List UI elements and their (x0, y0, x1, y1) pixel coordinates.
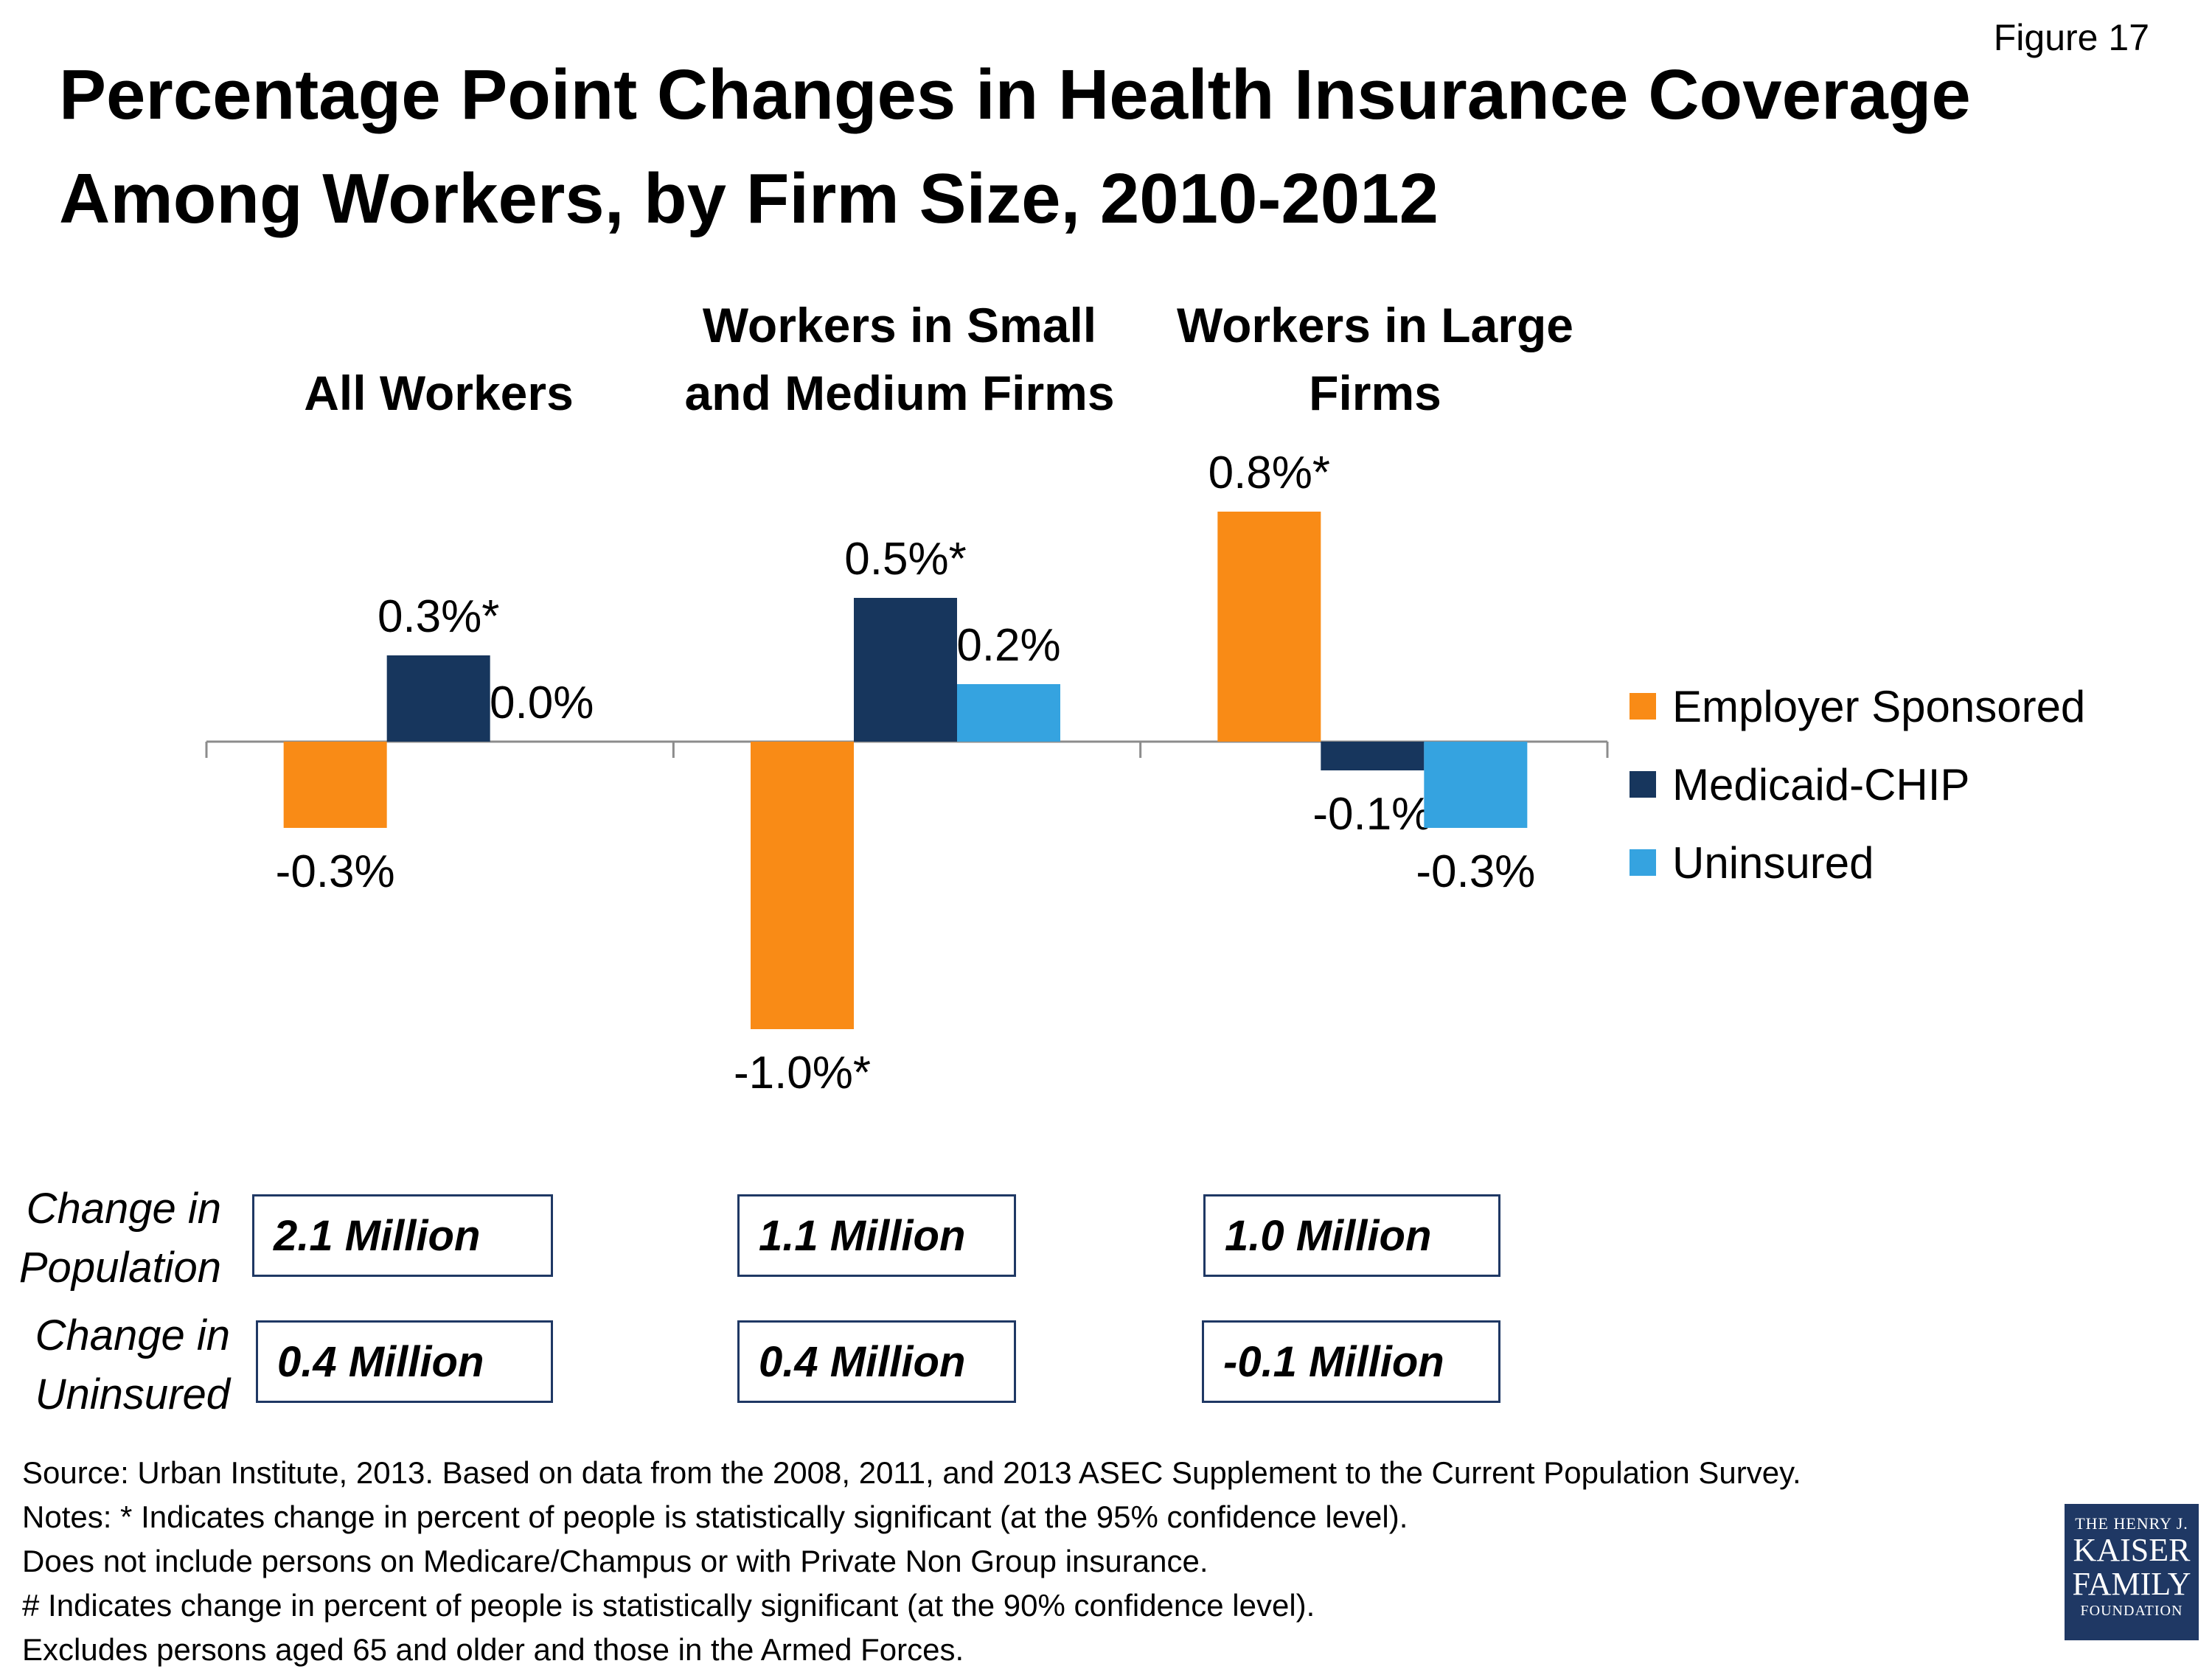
bar-medicaid-chip-all-workers (386, 655, 490, 742)
population-all-workers: 2.1 Million (252, 1194, 553, 1277)
note-line: Does not include persons on Medicare/Cha… (22, 1544, 1208, 1578)
chart-title-line1: Percentage Point Changes in Health Insur… (59, 55, 1971, 134)
chart-title: Percentage Point Changes in Health Insur… (59, 43, 2094, 251)
legend-item-uninsured: Uninsured (1630, 823, 2085, 902)
bar-employer-sponsored-workers-in-large-firms (1217, 512, 1321, 742)
legend-item-medicaid: Medicaid-CHIP (1630, 745, 2085, 823)
bar-medicaid-chip-workers-in-large-firms (1321, 742, 1425, 770)
note-line: Source: Urban Institute, 2013. Based on … (22, 1455, 1801, 1490)
legend-label-uninsured: Uninsured (1672, 837, 1874, 888)
row-label-population-line2: Population (18, 1244, 221, 1292)
group-title-line2: All Workers (304, 366, 574, 420)
data-label-uninsured-workers-in-large-firms: -0.3% (1416, 846, 1535, 897)
bar-medicaid-chip-workers-in-small-and-medium-firms (854, 598, 957, 742)
data-label-employer-sponsored-workers-in-small-and-medium-firms: -1.0%* (734, 1048, 871, 1098)
data-label-medicaid-chip-workers-in-large-firms: -0.1% (1312, 789, 1432, 840)
logo-line2: KAISER (2073, 1532, 2191, 1568)
uninsured-all-workers: 0.4 Million (256, 1320, 553, 1403)
legend-swatch-employer (1630, 693, 1656, 720)
note-line: Excludes persons aged 65 and older and t… (22, 1632, 964, 1667)
row-label-uninsured-line2: Uninsured (35, 1370, 230, 1418)
bar-uninsured-workers-in-large-firms (1424, 742, 1528, 828)
data-label-medicaid-chip-all-workers: 0.3%* (378, 591, 499, 642)
data-label-medicaid-chip-workers-in-small-and-medium-firms: 0.5%* (844, 534, 966, 585)
bar-employer-sponsored-all-workers (283, 742, 387, 828)
data-label-uninsured-all-workers: 0.0% (490, 677, 594, 728)
legend-swatch-medicaid (1630, 771, 1656, 798)
group-title-line1: Workers in Small (702, 298, 1097, 352)
legend-item-employer: Employer Sponsored (1630, 667, 2085, 745)
uninsured-large: -0.1 Million (1202, 1320, 1500, 1403)
bar-employer-sponsored-workers-in-small-and-medium-firms (751, 742, 854, 1029)
logo-line1: THE HENRY J. (2075, 1514, 2188, 1533)
row-label-population-line1: Change in (26, 1185, 221, 1233)
note-line: Notes: * Indicates change in percent of … (22, 1499, 1408, 1534)
chart-title-line2: Among Workers, by Firm Size, 2010-2012 (59, 159, 1439, 238)
group-title-line1: Workers in Large (1177, 298, 1573, 352)
legend-swatch-uninsured (1630, 849, 1656, 876)
row-label-uninsured: Change in Uninsured (0, 1306, 230, 1424)
logo-line3: FAMILY (2072, 1566, 2191, 1602)
group-title-small-medium: Workers in Small and Medium Firms (664, 291, 1135, 427)
legend-label-medicaid: Medicaid-CHIP (1672, 759, 1970, 809)
bar-uninsured-workers-in-small-and-medium-firms (957, 684, 1060, 742)
logo-line4: FOUNDATION (2080, 1603, 2183, 1619)
uninsured-small-medium: 0.4 Million (737, 1320, 1016, 1403)
figure-label: Figure 17 (1993, 17, 2149, 58)
row-label-population: Change in Population (0, 1180, 221, 1297)
group-title-large: Workers in Large Firms (1139, 291, 1611, 427)
note-line: # Indicates change in percent of people … (22, 1588, 1315, 1623)
row-label-uninsured-line1: Change in (35, 1312, 230, 1359)
group-title-all-workers: All Workers (203, 359, 675, 427)
population-small-medium: 1.1 Million (737, 1194, 1016, 1277)
legend: Employer Sponsored Medicaid-CHIP Uninsur… (1630, 667, 2085, 902)
legend-label-employer: Employer Sponsored (1672, 681, 2086, 731)
source-notes: Source: Urban Institute, 2013. Based on … (22, 1451, 2013, 1672)
data-label-employer-sponsored-workers-in-large-firms: 0.8%* (1208, 447, 1330, 498)
data-label-uninsured-workers-in-small-and-medium-firms: 0.2% (956, 620, 1060, 671)
group-title-line2: Firms (1309, 366, 1441, 420)
group-title-line2: and Medium Firms (684, 366, 1115, 420)
data-label-employer-sponsored-all-workers: -0.3% (276, 846, 395, 897)
kff-logo: THE HENRY J. KAISER FAMILY FOUNDATION (2065, 1504, 2199, 1640)
bar-chart: -0.3% 0.3%* 0.0% -1.0%* 0.5%* 0.2% 0.8%* -0.1% -… (205, 447, 1609, 1098)
population-large: 1.0 Million (1203, 1194, 1500, 1277)
